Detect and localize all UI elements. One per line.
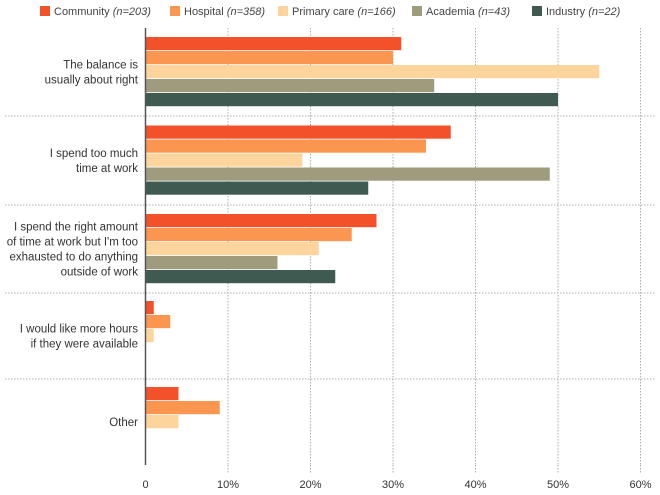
x-tick-label: 50%	[547, 479, 569, 491]
bar-hospital	[145, 401, 220, 415]
legend-swatch	[532, 6, 542, 16]
category-label-line: Other	[109, 417, 138, 429]
bar-hospital	[145, 228, 352, 242]
legend-swatch	[278, 6, 288, 16]
legend-item: Academia (n=43)	[412, 5, 510, 19]
legend-sample-size: (n=358)	[226, 6, 266, 18]
x-tick-label: 30%	[382, 479, 404, 491]
bar-hospital	[145, 315, 171, 329]
bar-academia	[145, 167, 550, 181]
category-label-line: I spend the right amount	[14, 222, 139, 234]
bar-academia	[145, 79, 435, 93]
bar-primary-care	[145, 415, 179, 429]
bar-primary-care	[145, 153, 303, 167]
legend: Community (n=203) Hospital (n=358) Primary…	[0, 5, 660, 21]
legend-sample-size: (n=203)	[112, 6, 151, 18]
x-tick-label: 10%	[217, 479, 239, 491]
category-label-line: if they were available	[31, 339, 138, 351]
bar-community	[145, 387, 179, 401]
x-tick-label: 60%	[629, 479, 651, 491]
category-label-line: I spend too much	[50, 148, 138, 160]
legend-item: Industry (n=22)	[532, 5, 620, 19]
bar-community	[145, 125, 451, 139]
legend-label: Community	[54, 6, 113, 18]
bar-primary-care	[145, 242, 319, 256]
bar-hospital	[145, 139, 426, 153]
category-label: I spend too much time at work	[50, 148, 138, 175]
category-label: Other	[109, 417, 138, 429]
legend-label: Industry	[546, 6, 589, 18]
legend-label: Primary care	[292, 6, 358, 18]
category-label-line: time at work	[76, 163, 138, 175]
legend-item: Primary care (n=166)	[278, 5, 396, 19]
category-label-line: outside of work	[61, 267, 139, 279]
category-label: I would like more hours if they were avai…	[20, 324, 138, 351]
bar-community	[145, 301, 154, 315]
category-label: I spend the right amount of time at work …	[7, 222, 139, 279]
bar-industry	[145, 93, 558, 107]
legend-item: Hospital (n=358)	[170, 5, 265, 19]
bar-academia	[145, 256, 278, 270]
legend-label: Academia	[426, 6, 478, 18]
category-label-line: I would like more hours	[20, 324, 138, 336]
bar-primary-care	[145, 65, 600, 79]
category-label-line: exhausted to do anything	[9, 252, 138, 264]
category-label-line: usually about right	[45, 75, 139, 87]
legend-swatch	[170, 6, 180, 16]
x-tick-label: 40%	[464, 479, 486, 491]
bar-industry	[145, 270, 336, 284]
category-label-line: The balance is	[63, 60, 138, 72]
bar-hospital	[145, 51, 393, 65]
legend-sample-size: (n=22)	[588, 6, 621, 18]
legend-swatch	[412, 6, 422, 16]
legend-item: Community (n=203)	[40, 5, 151, 19]
legend-sample-size: (n=166)	[357, 6, 396, 18]
bar-industry	[145, 181, 369, 195]
x-tick-label: 20%	[299, 479, 321, 491]
legend-label: Hospital	[184, 6, 227, 18]
bar-community	[145, 37, 402, 51]
legend-sample-size: (n=43)	[477, 6, 511, 18]
legend-swatch	[40, 6, 50, 16]
x-tick-label: 0	[142, 479, 148, 491]
category-label: The balance is usually about right	[45, 60, 139, 87]
bar-community	[145, 214, 377, 228]
category-label-line: of time at work but I'm too	[7, 237, 138, 249]
bar-primary-care	[145, 329, 154, 343]
